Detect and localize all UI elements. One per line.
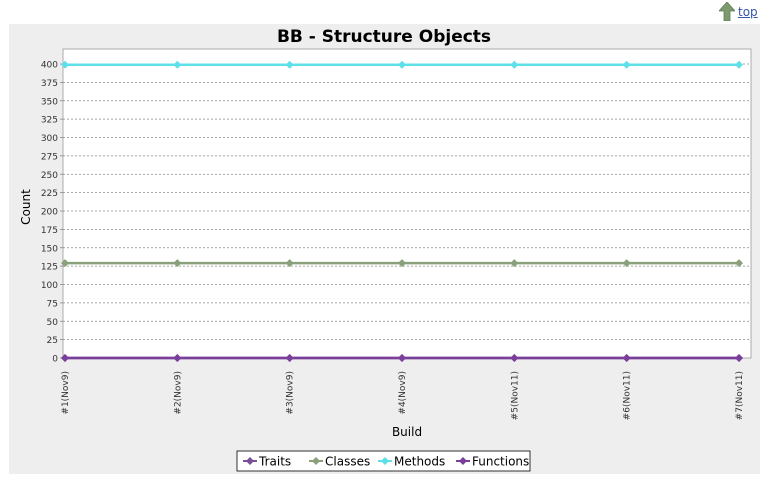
data-point-functions: [622, 354, 631, 362]
y-tick-label: 400: [41, 61, 58, 71]
data-point-functions: [173, 354, 182, 362]
y-tick-label: 50: [47, 318, 59, 328]
x-tick-label: #2(Nov9): [173, 371, 183, 415]
data-point-methods: [735, 60, 743, 69]
data-point-functions: [61, 354, 69, 362]
legend-label-classes: Classes: [325, 455, 370, 469]
y-tick-label: 325: [41, 116, 58, 126]
data-point-methods: [285, 60, 294, 69]
data-point-functions: [285, 354, 294, 362]
data-point-functions: [735, 354, 743, 362]
legend-swatch-marker: [459, 457, 467, 465]
structure-objects-chart: BB - Structure Objects 0 25 50 75 100 125 150 1…: [19, 27, 752, 472]
legend-label-functions: Functions: [472, 455, 529, 469]
legend-label-methods: Methods: [394, 455, 445, 469]
data-point-functions: [510, 354, 519, 362]
data-point-methods: [622, 60, 631, 69]
series-lines: [61, 60, 743, 362]
chart-title: BB - Structure Objects: [277, 27, 491, 47]
top-link[interactable]: top: [719, 2, 758, 21]
data-point-classes: [285, 259, 294, 268]
legend: Traits Classes Methods Functions: [236, 450, 531, 472]
plot-area: [62, 48, 752, 359]
legend-swatch-marker: [381, 457, 389, 465]
data-point-classes: [510, 259, 519, 268]
y-axis-ticks: 0 25 50 75 100 125 150 175 200 225 250 275 300 325 350…: [41, 61, 63, 365]
x-tick-label: #1(Nov9): [61, 371, 71, 415]
y-axis-label: Count: [19, 189, 33, 225]
y-tick-label: 250: [41, 171, 58, 181]
y-tick-label: 275: [41, 152, 58, 162]
top-link-label: top: [738, 4, 758, 19]
data-point-classes: [735, 259, 743, 268]
y-tick-label: 225: [41, 189, 58, 199]
x-tick-label: #4(Nov9): [398, 371, 408, 415]
y-tick-label: 0: [52, 355, 58, 365]
data-point-methods: [398, 60, 406, 69]
data-point-methods: [510, 60, 519, 69]
y-tick-label: 175: [41, 226, 58, 236]
y-tick-label: 125: [41, 263, 58, 273]
x-axis-ticks: #1(Nov9) #2(Nov9) #3(Nov9) #4(Nov9) #5(Nov11…: [61, 358, 745, 420]
y-tick-label: 100: [41, 281, 58, 291]
y-tick-label: 75: [47, 299, 58, 309]
y-tick-label: 350: [41, 97, 58, 107]
x-tick-label: #6(Nov11): [623, 371, 633, 420]
legend-swatch-marker: [246, 457, 254, 465]
y-tick-label: 300: [41, 134, 58, 144]
y-tick-label: 25: [47, 336, 58, 346]
y-tick-label: 150: [41, 244, 58, 254]
chart-panel: BB - Structure Objects 0 25 50 75 100 125 150 1…: [9, 24, 760, 474]
data-point-methods: [173, 60, 182, 69]
y-tick-label: 200: [41, 208, 58, 218]
y-tick-label: 375: [41, 79, 58, 89]
data-point-functions: [398, 354, 406, 362]
legend-label-traits: Traits: [258, 455, 291, 469]
legend-swatch-marker: [312, 457, 320, 465]
data-point-classes: [173, 259, 182, 268]
x-tick-label: #7(Nov11): [735, 371, 745, 420]
data-point-classes: [61, 259, 69, 268]
x-tick-label: #3(Nov9): [286, 371, 296, 415]
data-point-methods: [61, 60, 69, 69]
x-tick-label: #5(Nov11): [510, 371, 520, 420]
x-axis-label: Build: [392, 425, 422, 439]
data-point-classes: [622, 259, 631, 268]
data-point-classes: [398, 259, 406, 268]
up-arrow-icon: [719, 2, 735, 21]
